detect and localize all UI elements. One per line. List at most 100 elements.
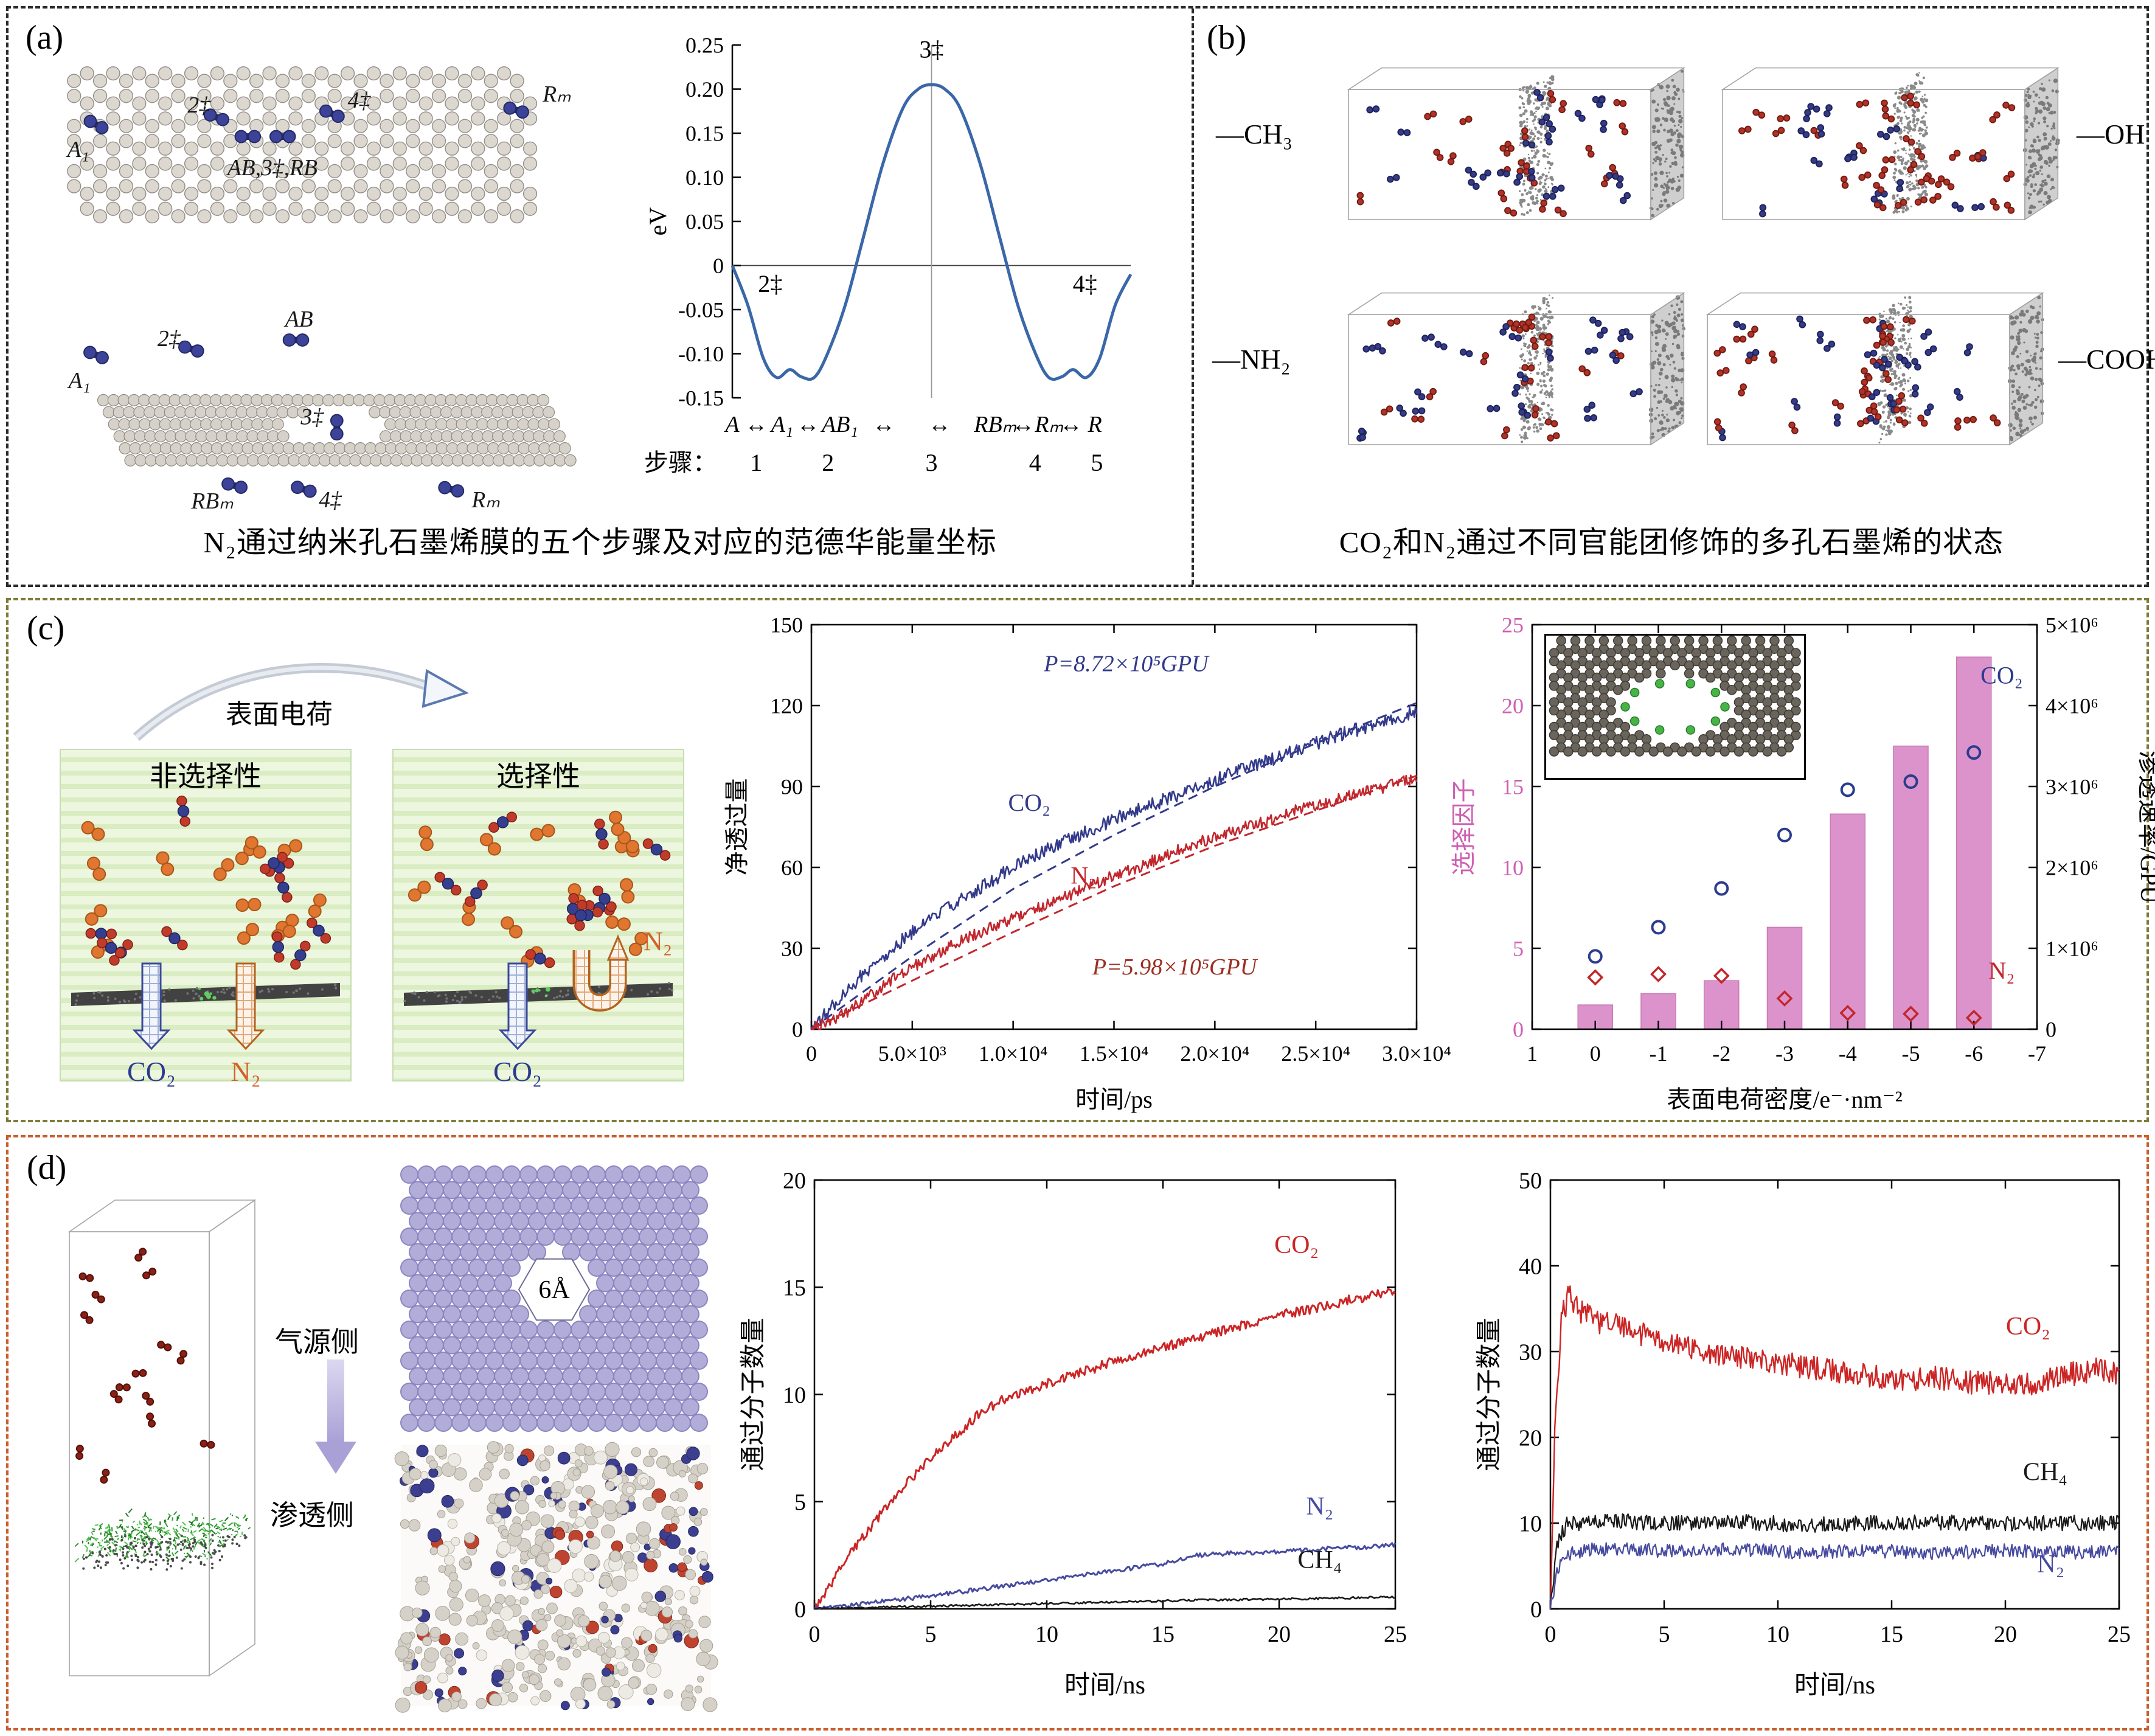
- svg-text:2‡: 2‡: [187, 92, 211, 118]
- svg-text:5: 5: [1091, 449, 1103, 476]
- svg-text:-6: -6: [1965, 1041, 1983, 1066]
- svg-text:表面电荷密度/e⁻·nm⁻²: 表面电荷密度/e⁻·nm⁻²: [1667, 1086, 1903, 1113]
- md-simulation-oh: [1721, 67, 2060, 221]
- md-simulation-cooh: [1706, 292, 2044, 446]
- svg-text:-1: -1: [1650, 1041, 1668, 1066]
- svg-text:0: 0: [1590, 1041, 1601, 1066]
- panel-b-caption: CO₂和N₂通过不同官能团修饰的多孔石墨烯的状态: [1339, 526, 2004, 559]
- svg-text:120: 120: [770, 694, 803, 718]
- svg-text:AB,3‡,RB: AB,3‡,RB: [226, 155, 318, 181]
- pore-passing-chart: 0 5 10 15 20 0 5 10 15 20 25 CO₂ N₂ CH₄ 时间/ns 通过分子数量: [732, 1156, 1420, 1703]
- panel-d-label: (d): [27, 1149, 67, 1187]
- svg-text:N₂: N₂: [1071, 862, 1097, 889]
- svg-text:↔: ↔: [872, 412, 895, 437]
- pore-structure-inset: [1544, 634, 1806, 780]
- svg-text:CO₂: CO₂: [493, 1056, 542, 1087]
- svg-text:0.20: 0.20: [685, 77, 724, 102]
- svg-text:0: 0: [792, 1018, 803, 1042]
- svg-text:0.15: 0.15: [685, 122, 724, 146]
- panel-divider: [1192, 9, 1194, 585]
- svg-text:1.5×10⁴: 1.5×10⁴: [1080, 1041, 1149, 1066]
- svg-text:↔: ↔: [796, 412, 819, 437]
- svg-text:2: 2: [822, 449, 834, 476]
- svg-text:1.0×10⁴: 1.0×10⁴: [979, 1041, 1048, 1066]
- svg-text:-4: -4: [1839, 1041, 1857, 1066]
- svg-text:1: 1: [750, 449, 762, 476]
- panel-a-caption: N₂通过纳米孔石墨烯膜的五个步骤及对应的范德华能量坐标: [203, 526, 997, 559]
- svg-text:1×10⁶: 1×10⁶: [2046, 937, 2098, 961]
- svg-text:2.5×10⁴: 2.5×10⁴: [1281, 1041, 1350, 1066]
- svg-text:15: 15: [1502, 775, 1524, 799]
- panel-c-label: (c): [27, 609, 65, 647]
- permeation-chart: 0 30 60 90 120 150 0 5.0×10³ 1.0×10⁴ 1.5×10⁴ 2.0×1…: [717, 603, 1451, 1117]
- svg-text:CO₂: CO₂: [1980, 661, 2023, 689]
- svg-text:10: 10: [1502, 856, 1524, 880]
- svg-text:选择因子: 选择因子: [1450, 779, 1477, 876]
- svg-text:-3: -3: [1775, 1041, 1794, 1066]
- svg-text:Rₘ: Rₘ: [471, 487, 500, 513]
- svg-text:↔: ↔: [928, 412, 951, 437]
- svg-text:5: 5: [1513, 937, 1524, 961]
- amorphous-membrane-art: [394, 1441, 718, 1713]
- svg-text:A₁: A₁: [769, 412, 793, 437]
- svg-text:6Å: 6Å: [538, 1276, 570, 1304]
- panel-a-label: (a): [26, 19, 64, 57]
- svg-text:2×10⁶: 2×10⁶: [2046, 856, 2098, 880]
- svg-text:60: 60: [781, 856, 803, 880]
- svg-text:5×10⁶: 5×10⁶: [2046, 613, 2098, 637]
- svg-text:3‡: 3‡: [920, 35, 944, 63]
- svg-text:20: 20: [1502, 694, 1524, 718]
- svg-text:1: 1: [1527, 1041, 1538, 1066]
- group-label-oh: —OH: [2077, 119, 2145, 150]
- panel-a: (a) A₁ 2‡ AB,3‡,RB 4‡ Rₘ A₁ 2‡ AB 3‡ RBₘ 4‡ Rₘ 0.25…: [9, 9, 1192, 585]
- svg-text:↔: ↔: [1060, 412, 1083, 437]
- porous-graphene-art: 6Å: [400, 1165, 708, 1432]
- panel-b: (b) —CH₃ —OH —NH₂ —COOH CO₂和N₂通过不同官能团修饰的…: [1192, 9, 2155, 585]
- svg-text:-0.05: -0.05: [678, 298, 724, 322]
- svg-text:-0.15: -0.15: [678, 386, 724, 411]
- svg-text:N₂: N₂: [231, 1056, 260, 1087]
- svg-text:2‡: 2‡: [158, 326, 181, 352]
- svg-text:选择性: 选择性: [496, 761, 580, 792]
- svg-text:-5: -5: [1902, 1041, 1920, 1066]
- svg-text:0.25: 0.25: [685, 33, 724, 58]
- simulation-box-art: [68, 1199, 257, 1677]
- svg-text:渗透速率/GPU: 渗透速率/GPU: [2136, 751, 2155, 903]
- svg-text:0: 0: [713, 254, 724, 278]
- svg-text:AB₁: AB₁: [820, 412, 858, 437]
- membrane-passing-chart: 0 10 20 30 40 50 0 5 10 15 20 25 CO₂ CH₄ N₂ 时间/ns 通过分子数量: [1468, 1156, 2143, 1703]
- svg-text:RBₘ: RBₘ: [190, 488, 234, 514]
- svg-text:A: A: [723, 412, 740, 437]
- svg-text:0.10: 0.10: [685, 165, 724, 190]
- svg-text:0: 0: [806, 1041, 817, 1066]
- svg-text:-7: -7: [2028, 1041, 2046, 1066]
- vdw-energy-chart: 0.25 0.20 0.15 0.10 0.05 0 -0.05 -0.10 -0.15 2‡ 3‡…: [638, 24, 1149, 504]
- svg-text:A₁: A₁: [66, 368, 90, 394]
- md-simulation-nh2: [1347, 292, 1686, 446]
- svg-text:↔: ↔: [744, 412, 768, 437]
- svg-text:5.0×10³: 5.0×10³: [878, 1041, 946, 1066]
- svg-text:3.0×10⁴: 3.0×10⁴: [1382, 1041, 1451, 1066]
- panel-ab-box: (a) A₁ 2‡ AB,3‡,RB 4‡ Rₘ A₁ 2‡ AB 3‡ RBₘ 4‡ Rₘ 0.25…: [6, 6, 2155, 587]
- svg-text:RBₘ: RBₘ: [973, 412, 1016, 437]
- svg-text:N₂: N₂: [1988, 957, 2014, 984]
- svg-text:AB: AB: [283, 307, 313, 332]
- selectivity-chart: 0 5 10 15 20 25 0 1×10⁶ 2×10⁶ 3×10⁶ 4×10⁶ 5×10⁶ 1 0 -1…: [1444, 603, 2155, 1117]
- svg-text:3‡: 3‡: [300, 404, 324, 429]
- svg-text:4×10⁶: 4×10⁶: [2046, 694, 2098, 718]
- flow-down-arrow: [315, 1359, 356, 1474]
- svg-text:4: 4: [1029, 449, 1041, 476]
- panel-c-box: (c) 表面电荷 非选择性 CO₂ N₂ 选择性 CO₂ N₂ 0 30 60 90 120 150 0…: [6, 598, 2155, 1122]
- svg-text:步骤：: 步骤：: [644, 449, 717, 476]
- svg-text:0: 0: [2046, 1018, 2056, 1042]
- group-label-cooh: —COOH: [2058, 344, 2155, 375]
- svg-text:-2: -2: [1712, 1041, 1730, 1066]
- svg-text:R: R: [1087, 412, 1102, 437]
- group-label-ch3: —CH₃: [1216, 119, 1293, 150]
- svg-text:2‡: 2‡: [758, 270, 782, 297]
- svg-text:A₁: A₁: [66, 137, 89, 162]
- svg-text:净透过量: 净透过量: [723, 779, 751, 876]
- svg-text:P=8.72×10⁵GPU: P=8.72×10⁵GPU: [1043, 651, 1210, 676]
- graphene-membrane-steps-art: A₁ 2‡ AB,3‡,RB 4‡ Rₘ A₁ 2‡ AB 3‡ RBₘ 4‡ Rₘ: [66, 66, 577, 514]
